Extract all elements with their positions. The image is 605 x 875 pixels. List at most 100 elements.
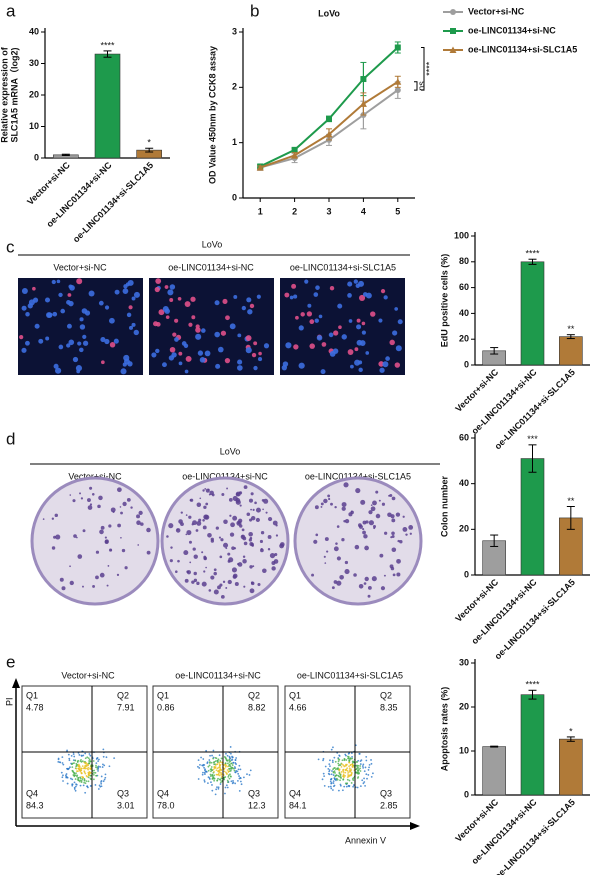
event <box>105 756 108 759</box>
image-label: Vector+si-NC <box>53 262 107 272</box>
cell <box>298 325 304 331</box>
event <box>214 760 217 763</box>
event <box>227 771 230 773</box>
event <box>215 769 218 772</box>
cell <box>298 362 305 369</box>
x-tick-label: 4 <box>361 206 366 216</box>
event <box>343 759 346 762</box>
cell <box>229 323 236 330</box>
event <box>213 761 215 764</box>
event <box>61 776 64 779</box>
cell <box>177 296 182 301</box>
colony-plate <box>30 476 160 606</box>
event <box>238 790 241 792</box>
event <box>87 776 90 779</box>
quadrant-value: 8.35 <box>380 702 398 712</box>
event <box>357 776 360 778</box>
cell <box>220 330 227 336</box>
event <box>214 765 217 767</box>
y-tick-label: 20 <box>459 701 469 711</box>
colony <box>384 531 388 535</box>
colony <box>250 515 256 521</box>
cell <box>190 296 196 302</box>
cell <box>329 351 336 357</box>
event <box>228 763 231 766</box>
y-tick-label: 3 <box>232 26 237 36</box>
event <box>330 748 333 751</box>
colony <box>100 525 105 530</box>
colony <box>183 550 189 556</box>
cell <box>321 342 327 347</box>
event <box>87 772 90 775</box>
cell <box>256 294 261 299</box>
colony <box>146 550 151 555</box>
colony <box>370 506 376 512</box>
cell <box>382 361 389 368</box>
colony <box>208 493 211 496</box>
event <box>368 763 371 766</box>
annotation: **** <box>424 61 434 76</box>
event <box>230 780 233 783</box>
colony <box>364 576 369 582</box>
cell <box>174 337 179 342</box>
event <box>67 767 69 770</box>
x-tick-label: oe-LINC01134+si-SLC1A5 <box>493 577 577 661</box>
colony <box>193 578 198 583</box>
event <box>67 753 70 756</box>
event <box>197 778 200 780</box>
colony <box>226 487 229 490</box>
colony <box>375 490 379 494</box>
event <box>73 755 76 758</box>
cell <box>82 334 87 339</box>
colony <box>112 510 115 513</box>
colony <box>320 502 324 506</box>
event <box>77 767 80 770</box>
event <box>226 786 229 789</box>
event <box>332 785 335 788</box>
event <box>81 760 84 763</box>
colony <box>391 531 395 536</box>
colony <box>223 542 229 548</box>
colony <box>334 505 337 509</box>
bar <box>520 261 545 366</box>
event <box>348 765 350 768</box>
event <box>218 774 221 777</box>
colony <box>220 594 225 599</box>
colony <box>323 555 326 558</box>
event <box>89 767 92 770</box>
cell <box>253 341 258 346</box>
colony <box>54 513 58 518</box>
cell <box>247 309 253 315</box>
event <box>216 779 219 782</box>
cell <box>66 300 71 305</box>
cell <box>101 360 105 365</box>
event <box>335 768 337 771</box>
colony <box>80 497 84 500</box>
colony <box>227 579 232 585</box>
event <box>334 760 337 763</box>
event <box>78 754 81 756</box>
x-tick-label: 3 <box>326 206 331 216</box>
colony <box>130 506 133 509</box>
colony <box>249 565 253 569</box>
event <box>356 761 358 763</box>
chart-title: LoVo <box>318 8 340 18</box>
annotation: ns <box>416 81 426 91</box>
colony <box>249 518 253 522</box>
cell <box>380 289 386 294</box>
event <box>217 787 220 790</box>
cell <box>365 351 370 355</box>
event <box>367 774 370 776</box>
colony <box>69 580 74 586</box>
event <box>362 766 365 769</box>
quadrant-value: 4.78 <box>26 702 44 712</box>
event <box>213 765 216 768</box>
event <box>203 771 206 774</box>
colony <box>188 515 192 519</box>
colony <box>350 510 354 515</box>
event <box>94 784 97 786</box>
cell <box>358 367 363 373</box>
event <box>85 780 88 783</box>
event <box>73 786 76 789</box>
event <box>228 759 230 761</box>
